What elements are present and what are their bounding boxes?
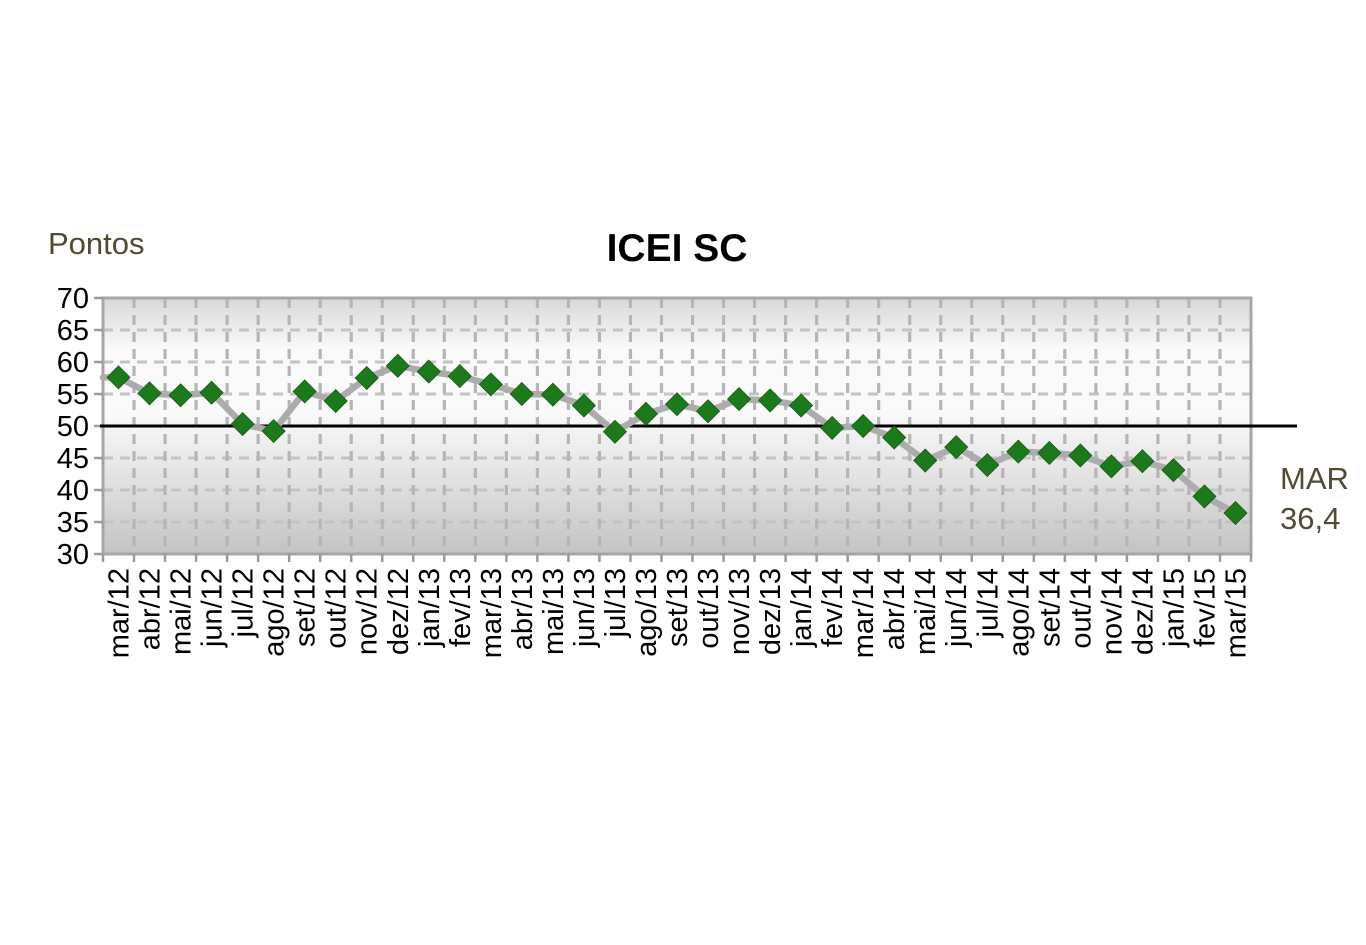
x-tick-label: abr/13 <box>507 568 539 650</box>
x-tick-label: abr/12 <box>135 568 167 650</box>
data-point-marker <box>975 452 1000 478</box>
data-point-marker <box>540 382 565 407</box>
x-tick-label: ago/12 <box>259 568 291 657</box>
x-tick-label: ago/13 <box>631 568 663 657</box>
data-point-marker <box>1037 440 1062 465</box>
data-point-marker <box>230 412 255 437</box>
y-tick-label: 45 <box>57 443 89 475</box>
data-point-marker <box>1099 454 1124 479</box>
data-point-marker <box>882 425 907 450</box>
y-tick-label: 55 <box>57 379 89 411</box>
y-tick-label: 60 <box>57 347 89 379</box>
data-point-marker <box>1006 439 1031 464</box>
x-tick-label: set/13 <box>662 568 694 647</box>
data-point-marker <box>820 415 845 440</box>
data-point-marker <box>478 372 503 397</box>
data-point-marker <box>509 381 534 407</box>
data-point-marker <box>385 353 410 378</box>
data-point-marker <box>944 435 969 460</box>
data-point-marker <box>354 365 379 391</box>
data-point-marker <box>726 387 752 412</box>
x-tick-label: abr/14 <box>879 568 911 650</box>
data-point-marker <box>1223 500 1248 526</box>
data-point-marker <box>416 359 441 384</box>
data-point-marker <box>261 419 286 444</box>
y-tick-label: 35 <box>57 507 89 539</box>
y-tick-label: 65 <box>57 315 89 347</box>
data-point-marker <box>851 413 876 439</box>
x-tick-label: fev/13 <box>445 568 477 647</box>
data-point-marker <box>1130 449 1155 474</box>
data-point-marker <box>1161 458 1186 483</box>
annotation-month-label: MAR <box>1280 461 1349 496</box>
x-tick-label: set/12 <box>290 568 322 647</box>
x-tick-label: jan/15 <box>1158 568 1190 648</box>
x-tick-label: mai/13 <box>538 568 570 655</box>
x-tick-label: jun/12 <box>197 568 229 648</box>
data-point-marker <box>447 364 472 389</box>
x-tick-label: mai/12 <box>166 568 198 655</box>
x-tick-label: jun/13 <box>569 568 601 648</box>
x-tick-label: jan/13 <box>414 568 446 648</box>
y-tick-label: 70 <box>57 283 89 315</box>
data-point-marker <box>199 380 224 405</box>
x-tick-label: ago/14 <box>1003 568 1035 657</box>
x-tick-label: out/12 <box>321 568 353 649</box>
x-tick-label: dez/14 <box>1127 568 1159 655</box>
x-tick-label: dez/12 <box>383 568 415 655</box>
x-tick-label: nov/14 <box>1096 568 1128 655</box>
data-point-marker <box>789 393 814 418</box>
chart-title: ICEI SC <box>606 227 748 270</box>
data-point-marker <box>664 392 690 417</box>
x-tick-label: mai/14 <box>910 568 942 655</box>
x-tick-label: jul/12 <box>228 568 260 638</box>
data-point-marker <box>168 383 193 408</box>
data-point-marker <box>695 399 721 424</box>
data-point-marker <box>292 379 317 404</box>
x-tick-label: fev/15 <box>1189 568 1221 647</box>
data-point-marker <box>633 401 659 426</box>
x-tick-label: jun/14 <box>941 568 973 648</box>
x-tick-label: jan/14 <box>786 568 818 648</box>
x-tick-label: out/13 <box>693 568 725 649</box>
data-point-marker <box>137 381 162 406</box>
y-tick-label: 30 <box>57 539 89 571</box>
x-tick-label: set/14 <box>1034 568 1066 647</box>
y-tick-label: 50 <box>57 411 89 443</box>
annotation-value-label: 36,4 <box>1280 501 1341 536</box>
data-point-marker <box>602 419 628 444</box>
y-tick-label: 40 <box>57 475 89 507</box>
data-point-marker <box>1192 484 1217 509</box>
x-tick-label: mar/15 <box>1220 568 1252 658</box>
x-tick-label: mar/13 <box>476 568 508 658</box>
x-tick-label: mar/14 <box>848 568 880 658</box>
data-point-marker <box>106 365 131 390</box>
data-point-marker <box>323 388 348 414</box>
x-tick-label: dez/13 <box>755 568 787 655</box>
data-point-marker <box>571 393 596 418</box>
x-tick-label: nov/12 <box>352 568 384 655</box>
y-axis-title: Pontos <box>48 226 145 261</box>
x-tick-label: fev/14 <box>817 568 849 647</box>
x-tick-label: out/14 <box>1065 568 1097 649</box>
x-tick-label: nov/13 <box>724 568 756 655</box>
data-point-marker <box>758 388 783 413</box>
x-tick-label: jul/14 <box>972 568 1004 638</box>
data-point-marker <box>1068 443 1093 468</box>
data-point-marker <box>913 448 938 473</box>
last-point-annotation: MAR 36,4 <box>1280 459 1349 539</box>
x-tick-label: jul/13 <box>600 568 632 638</box>
x-tick-label: mar/12 <box>104 568 136 658</box>
